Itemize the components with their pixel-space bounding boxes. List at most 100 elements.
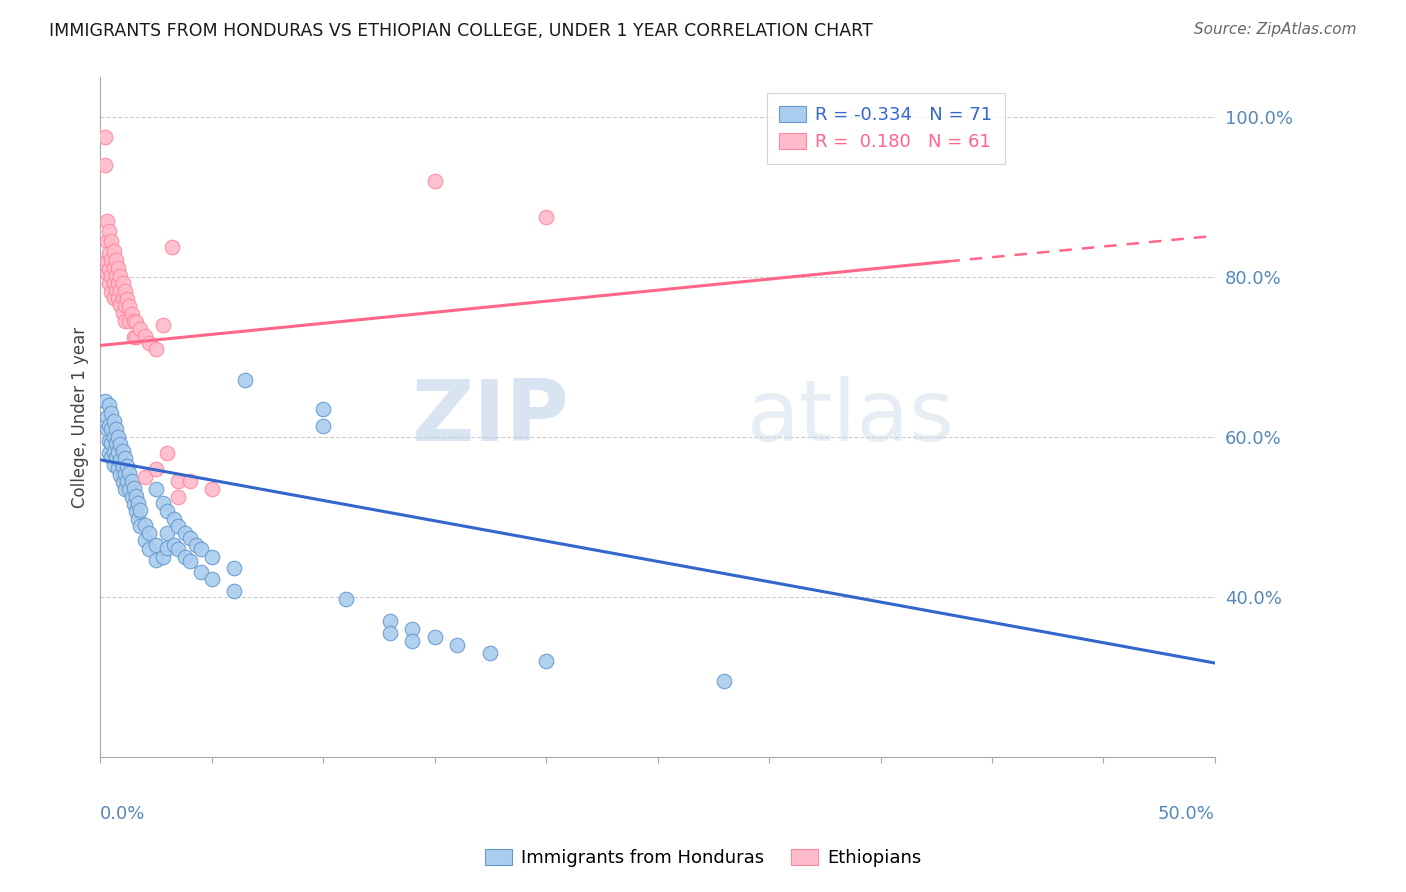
Point bbox=[98, 262, 121, 277]
Point bbox=[118, 314, 141, 328]
Y-axis label: College, Under 1 year: College, Under 1 year bbox=[72, 326, 89, 508]
Point bbox=[122, 329, 145, 343]
Point bbox=[163, 512, 186, 526]
Point bbox=[121, 474, 143, 488]
Point bbox=[94, 394, 117, 409]
Point bbox=[103, 430, 125, 444]
Point bbox=[118, 467, 141, 481]
Point bbox=[222, 584, 245, 599]
Point bbox=[179, 554, 201, 568]
Point bbox=[222, 561, 245, 575]
Point bbox=[129, 503, 152, 517]
Point bbox=[100, 436, 122, 450]
Point bbox=[121, 490, 143, 504]
Point bbox=[104, 252, 127, 267]
Point bbox=[167, 475, 190, 489]
Point bbox=[312, 419, 335, 434]
Point bbox=[160, 240, 183, 254]
Point bbox=[115, 459, 138, 474]
Point bbox=[167, 542, 190, 557]
Point bbox=[186, 538, 208, 552]
Point bbox=[713, 674, 735, 689]
Text: ZIP: ZIP bbox=[411, 376, 568, 458]
Point bbox=[423, 631, 446, 645]
Point bbox=[104, 450, 127, 465]
Point bbox=[134, 533, 156, 547]
Point bbox=[138, 526, 160, 541]
Point bbox=[121, 307, 143, 321]
Text: 0.0%: 0.0% bbox=[100, 805, 146, 823]
Point bbox=[98, 399, 121, 413]
Point bbox=[127, 496, 149, 510]
Point bbox=[201, 549, 224, 564]
Point bbox=[156, 446, 179, 460]
Point bbox=[98, 246, 121, 260]
Point bbox=[104, 283, 127, 297]
Point bbox=[103, 276, 125, 290]
Point bbox=[96, 410, 118, 425]
Point bbox=[114, 467, 136, 482]
Point bbox=[125, 489, 148, 503]
Point bbox=[152, 318, 174, 333]
Point bbox=[134, 518, 156, 533]
Point bbox=[104, 422, 127, 436]
Point bbox=[118, 483, 141, 497]
Point bbox=[107, 430, 129, 444]
Point bbox=[98, 446, 121, 460]
Point bbox=[100, 450, 122, 465]
Point bbox=[134, 328, 156, 343]
Text: atlas: atlas bbox=[747, 376, 955, 458]
Point bbox=[107, 460, 129, 475]
Point bbox=[110, 452, 132, 467]
Point bbox=[103, 291, 125, 305]
Point bbox=[111, 444, 134, 458]
Point bbox=[145, 462, 167, 476]
Point bbox=[111, 291, 134, 305]
Point bbox=[479, 647, 502, 661]
Point bbox=[107, 291, 129, 305]
Point bbox=[138, 336, 160, 351]
Point bbox=[103, 414, 125, 428]
Point bbox=[156, 541, 179, 555]
Point bbox=[98, 418, 121, 433]
Point bbox=[233, 373, 256, 387]
Point bbox=[100, 235, 122, 249]
Point bbox=[100, 406, 122, 420]
Point bbox=[111, 306, 134, 320]
Point bbox=[190, 542, 212, 557]
Point bbox=[378, 615, 401, 629]
Point bbox=[129, 322, 152, 336]
Point bbox=[534, 211, 557, 225]
Point bbox=[115, 292, 138, 306]
Point bbox=[110, 268, 132, 283]
Point bbox=[114, 483, 136, 497]
Point bbox=[156, 504, 179, 518]
Point bbox=[401, 623, 423, 637]
Point bbox=[163, 538, 186, 552]
Point bbox=[96, 254, 118, 268]
Point bbox=[122, 314, 145, 328]
Point bbox=[96, 235, 118, 249]
Point bbox=[122, 481, 145, 495]
Point bbox=[534, 654, 557, 668]
Point bbox=[152, 550, 174, 565]
Point bbox=[145, 553, 167, 567]
Point bbox=[122, 497, 145, 511]
Text: Source: ZipAtlas.com: Source: ZipAtlas.com bbox=[1194, 22, 1357, 37]
Point bbox=[174, 549, 197, 564]
Point bbox=[96, 214, 118, 228]
Point bbox=[125, 330, 148, 344]
Point bbox=[312, 401, 335, 416]
Point bbox=[107, 260, 129, 275]
Point bbox=[100, 268, 122, 283]
Point bbox=[201, 572, 224, 586]
Point bbox=[114, 451, 136, 466]
Point bbox=[125, 504, 148, 518]
Point bbox=[174, 526, 197, 541]
Legend: R = -0.334   N = 71, R =  0.180   N = 61: R = -0.334 N = 71, R = 0.180 N = 61 bbox=[766, 94, 1005, 164]
Point bbox=[145, 482, 167, 496]
Point bbox=[100, 252, 122, 267]
Point bbox=[111, 475, 134, 490]
Point bbox=[129, 519, 152, 533]
Point bbox=[127, 512, 149, 526]
